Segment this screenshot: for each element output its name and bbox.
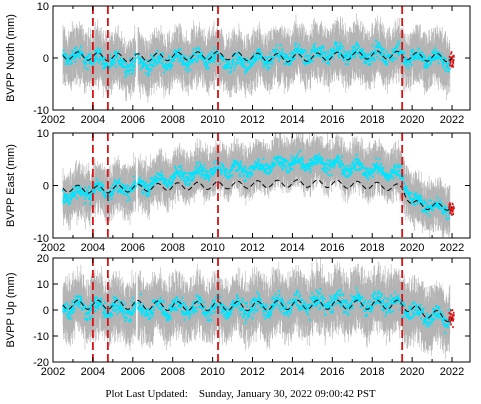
up-panel: 2002 2004 2006 2008 2010 2012 2014 2016 2018 2020…	[5, 253, 471, 378]
x-tick-label: 2014	[280, 114, 304, 126]
x-tick-label: 2006	[121, 114, 145, 126]
error-bars	[62, 133, 451, 238]
x-tick-label: 2010	[200, 366, 224, 378]
x-tick-label: 2012	[240, 114, 264, 126]
data-layer	[62, 258, 455, 360]
y-tick-label: 0	[43, 181, 49, 193]
y-tick-label: -20	[33, 357, 49, 369]
x-tick-label: 2014	[280, 242, 304, 254]
model-line	[62, 299, 453, 322]
x-tick-label: 2010	[200, 242, 224, 254]
recent-points	[448, 202, 455, 216]
x-tick-label: 2016	[320, 114, 344, 126]
model-line	[62, 50, 453, 63]
y-tick-label: -10	[33, 331, 49, 343]
x-tick-label: 2018	[360, 114, 384, 126]
x-tick-label: 2006	[121, 242, 145, 254]
y-axis-label: BVPP East (mm)	[5, 144, 17, 227]
x-tick-label: 2022	[440, 242, 464, 254]
y-tick-label: -10	[33, 105, 49, 117]
x-tick-label: 2022	[440, 114, 464, 126]
x-tick-label: 2008	[160, 366, 184, 378]
x-tick-label: 2010	[200, 114, 224, 126]
plot-updated-footer: Plot Last Updated: Sunday, January 30, 2…	[0, 388, 481, 400]
x-tick-label: 2014	[280, 366, 304, 378]
y-tick-label: 10	[37, 279, 49, 291]
x-tick-label: 2002	[41, 242, 65, 254]
y-tick-label: 20	[37, 253, 49, 265]
y-tick-label: 10	[37, 1, 49, 13]
data-layer	[62, 13, 455, 103]
x-tick-label: 2008	[160, 242, 184, 254]
x-tick-label: 2020	[400, 114, 424, 126]
x-tick-label: 2016	[320, 366, 344, 378]
footer-label: Plot Last Updated:	[105, 388, 188, 400]
data-points	[62, 149, 451, 221]
x-tick-label: 2002	[41, 114, 65, 126]
x-tick-label: 2012	[240, 242, 264, 254]
x-tick-label: 2004	[81, 114, 105, 126]
y-tick-label: -10	[33, 233, 49, 245]
y-axis-label: BVPP Up (mm)	[5, 273, 17, 348]
x-tick-label: 2002	[41, 366, 65, 378]
east-panel: 2002 2004 2006 2008 2010 2012 2014 2016 2018 2020…	[5, 128, 471, 254]
x-tick-label: 2022	[440, 366, 464, 378]
x-tick-label: 2020	[400, 366, 424, 378]
y-tick-label: 0	[43, 53, 49, 65]
x-tick-label: 2020	[400, 242, 424, 254]
y-tick-label: 10	[37, 128, 49, 140]
x-tick-label: 2016	[320, 242, 344, 254]
x-tick-label: 2004	[81, 242, 105, 254]
x-tick-label: 2012	[240, 366, 264, 378]
model-line	[62, 179, 453, 211]
x-tick-label: 2018	[360, 366, 384, 378]
x-tick-label: 2006	[121, 366, 145, 378]
x-tick-label: 2018	[360, 242, 384, 254]
data-layer	[62, 133, 455, 238]
y-axis-label: BVPP North (mm)	[5, 14, 17, 102]
y-tick-label: 0	[43, 305, 49, 317]
x-tick-label: 2004	[81, 366, 105, 378]
footer-timestamp: Sunday, January 30, 2022 09:00:42 PST	[198, 388, 376, 400]
north-panel: 2002 2004 2006 2008 2010 2012 2014 2016 2018 2020…	[5, 1, 471, 126]
x-tick-label: 2008	[160, 114, 184, 126]
